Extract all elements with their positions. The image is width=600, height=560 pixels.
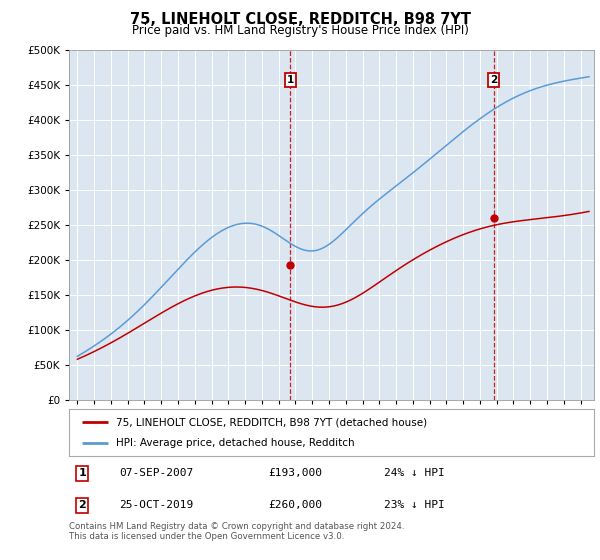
Text: 75, LINEHOLT CLOSE, REDDITCH, B98 7YT: 75, LINEHOLT CLOSE, REDDITCH, B98 7YT [130, 12, 470, 27]
Text: Price paid vs. HM Land Registry's House Price Index (HPI): Price paid vs. HM Land Registry's House … [131, 24, 469, 36]
Text: 07-SEP-2007: 07-SEP-2007 [119, 468, 193, 478]
Text: 23% ↓ HPI: 23% ↓ HPI [384, 500, 445, 510]
Text: Contains HM Land Registry data © Crown copyright and database right 2024.
This d: Contains HM Land Registry data © Crown c… [69, 522, 404, 542]
Text: 75, LINEHOLT CLOSE, REDDITCH, B98 7YT (detached house): 75, LINEHOLT CLOSE, REDDITCH, B98 7YT (d… [116, 417, 427, 427]
Text: 24% ↓ HPI: 24% ↓ HPI [384, 468, 445, 478]
Text: 1: 1 [287, 75, 294, 85]
Text: 2: 2 [78, 500, 86, 510]
Text: £193,000: £193,000 [269, 468, 323, 478]
Text: 25-OCT-2019: 25-OCT-2019 [119, 500, 193, 510]
Text: 2: 2 [490, 75, 497, 85]
Text: £260,000: £260,000 [269, 500, 323, 510]
Text: HPI: Average price, detached house, Redditch: HPI: Average price, detached house, Redd… [116, 438, 355, 448]
Text: 1: 1 [78, 468, 86, 478]
